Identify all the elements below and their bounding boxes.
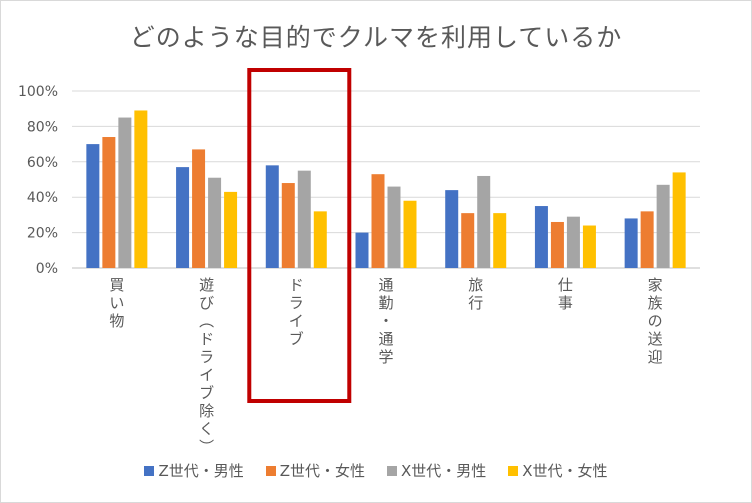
legend-label: Z世代・女性 xyxy=(279,462,365,480)
highlight-box xyxy=(247,68,352,403)
bar xyxy=(534,206,548,268)
bar xyxy=(297,170,311,268)
chart-title: どのような目的でクルマを利用しているか xyxy=(129,23,623,52)
bar xyxy=(445,190,459,268)
legend-item: X世代・男性 xyxy=(387,460,486,481)
bar xyxy=(582,225,596,268)
y-tick-label: 20% xyxy=(27,226,58,242)
x-category-label: 旅行 xyxy=(468,276,483,312)
bar xyxy=(281,183,295,268)
bar xyxy=(313,211,327,268)
bar xyxy=(624,218,638,268)
bar xyxy=(640,211,654,268)
bar xyxy=(403,200,417,268)
legend-item: X世代・女性 xyxy=(508,460,608,481)
bar xyxy=(208,177,222,268)
x-category-label: 遊び︵ドライブ除く︶ xyxy=(199,276,214,456)
bar xyxy=(656,184,670,268)
legend-swatch xyxy=(144,465,155,476)
x-category-label: 通勤・通学 xyxy=(378,276,393,366)
x-category-label: 仕事 xyxy=(558,276,573,312)
y-tick-label: 100% xyxy=(18,84,58,100)
bar xyxy=(265,165,279,268)
legend-item: Z世代・女性 xyxy=(265,460,365,481)
bar xyxy=(672,172,686,268)
y-tick-label: 40% xyxy=(27,190,58,206)
legend-label: X世代・女性 xyxy=(522,462,608,480)
bar xyxy=(118,117,132,268)
bar xyxy=(102,137,116,268)
bar xyxy=(134,110,148,268)
legend-swatch xyxy=(387,465,397,476)
legend-swatch xyxy=(508,465,519,476)
x-category-label: ドライブ xyxy=(289,276,304,348)
bar xyxy=(461,213,475,268)
bar xyxy=(566,216,580,268)
bar xyxy=(477,175,491,268)
x-category-label: 買い物 xyxy=(109,276,124,330)
bar xyxy=(176,167,190,268)
bar xyxy=(493,213,507,268)
bar xyxy=(192,149,206,268)
x-category-label: 家族の送迎 xyxy=(648,276,663,366)
bar xyxy=(387,186,401,268)
bar xyxy=(86,144,100,268)
bar xyxy=(371,174,385,268)
bar xyxy=(550,221,564,268)
bar xyxy=(355,232,369,268)
bar xyxy=(224,191,238,268)
legend-swatch xyxy=(265,465,276,476)
y-tick-label: 60% xyxy=(27,155,58,171)
legend-item: Z世代・男性 xyxy=(144,460,244,481)
legend-label: X世代・男性 xyxy=(401,462,487,480)
legend: Z世代・男性 Z世代・女性 X世代・男性 X世代・女性 xyxy=(0,460,752,481)
legend-label: Z世代・男性 xyxy=(158,462,244,480)
y-tick-label: 0% xyxy=(36,261,58,277)
y-tick-label: 80% xyxy=(27,119,58,135)
